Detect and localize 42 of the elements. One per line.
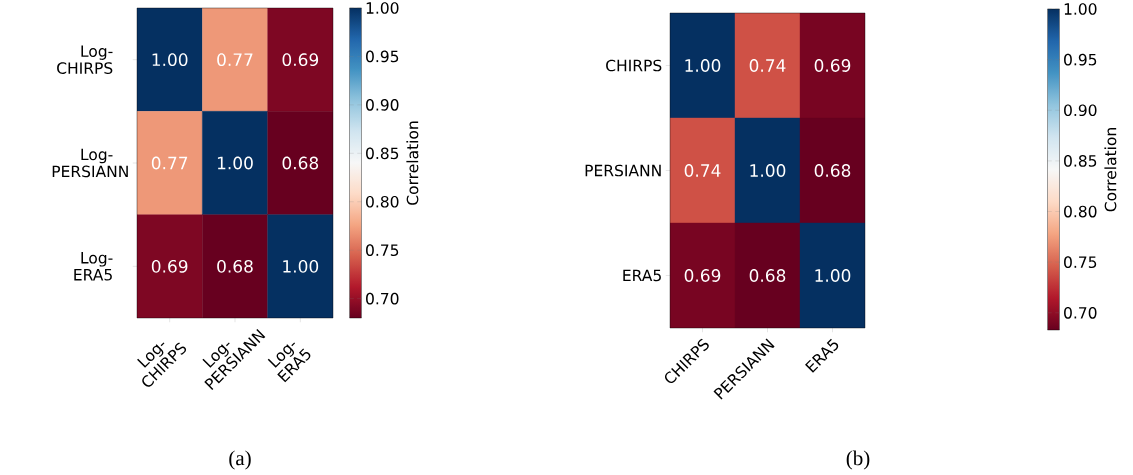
data-label: 0.68 bbox=[282, 156, 319, 170]
data-label: 1.00 bbox=[217, 156, 253, 170]
data-label: 0.77 bbox=[217, 53, 253, 67]
data-label: 1.00 bbox=[685, 59, 721, 72]
color-bar-label: 0.95 bbox=[366, 50, 399, 63]
color-bar-label: 0.70 bbox=[1064, 306, 1097, 319]
data-label: 0.68 bbox=[749, 269, 786, 282]
text: (a) bbox=[229, 450, 251, 470]
color-bar-label: 0.80 bbox=[1064, 205, 1097, 218]
data-label: 0.77 bbox=[151, 156, 188, 170]
color-bar-title: Correlation bbox=[1104, 128, 1117, 212]
data-label: 0.69 bbox=[151, 259, 188, 273]
color-bar-label: 0.70 bbox=[366, 292, 399, 305]
color-bar-label: 0.85 bbox=[1064, 155, 1097, 167]
color-bar-label: 0.95 bbox=[1064, 53, 1097, 66]
data-label: 0.69 bbox=[684, 269, 721, 282]
y-tick-label: ERA5 bbox=[623, 269, 661, 282]
color-bar-label: 0.80 bbox=[366, 195, 399, 208]
data-label: 1.00 bbox=[815, 269, 851, 282]
y-tick-label: PERSIANN bbox=[585, 164, 661, 177]
color-bar-label: 0.90 bbox=[366, 99, 399, 111]
data-label: 1.00 bbox=[283, 259, 319, 273]
color-bar-title: Correlation bbox=[406, 121, 419, 205]
data-label: 0.68 bbox=[217, 259, 253, 273]
data-label: 0.68 bbox=[814, 164, 851, 177]
y-tick-label: CHIRPS bbox=[606, 59, 662, 72]
y-tick-label: Log-CHIRPS bbox=[57, 45, 113, 74]
y-tick-label: Log-PERSIANN bbox=[52, 148, 128, 178]
color-bar-label: 1.00 bbox=[366, 2, 399, 14]
text: (b) bbox=[846, 450, 870, 470]
data-label: 0.74 bbox=[684, 164, 721, 177]
color-bar-label: 0.90 bbox=[1064, 104, 1097, 117]
data-label: 1.00 bbox=[750, 164, 786, 177]
data-label: 0.74 bbox=[749, 59, 786, 72]
color-bar-label: 0.75 bbox=[366, 244, 399, 257]
color-bar-label: 0.75 bbox=[1064, 256, 1097, 269]
data-label: 1.00 bbox=[152, 53, 188, 67]
color-bar-label: 0.85 bbox=[366, 147, 399, 160]
data-label: 0.69 bbox=[282, 53, 319, 67]
y-tick-label: Log-ERA5 bbox=[74, 252, 113, 281]
data-label: 0.69 bbox=[814, 59, 851, 72]
color-bar-label: 1.00 bbox=[1064, 3, 1097, 15]
